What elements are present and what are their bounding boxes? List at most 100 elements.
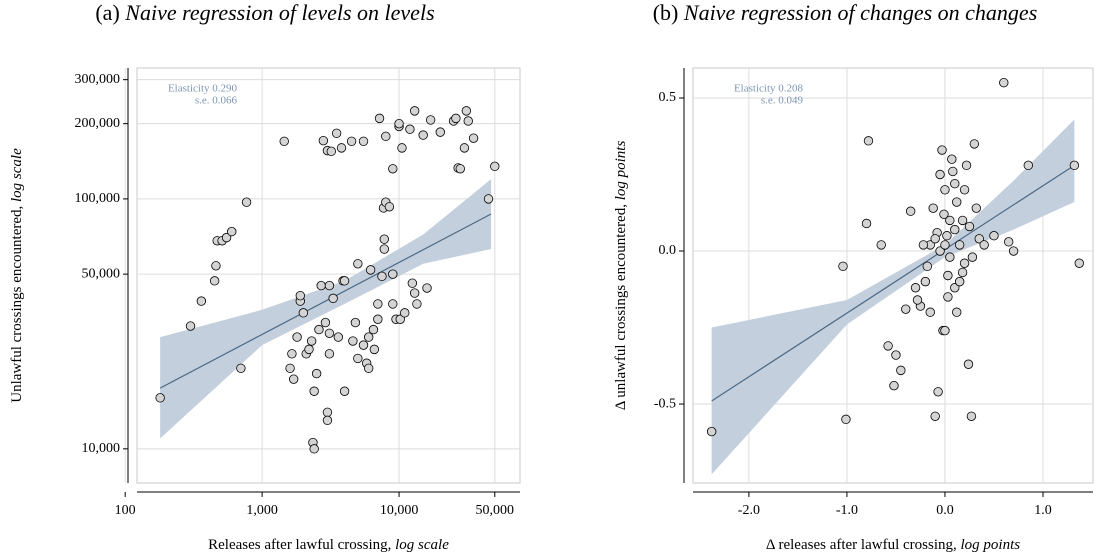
point — [381, 131, 391, 142]
point — [409, 106, 420, 116]
point — [287, 349, 297, 359]
point — [1074, 258, 1084, 268]
point — [227, 226, 237, 237]
x-axis-title-main: Releases after lawful crossing, — [208, 537, 391, 553]
point — [974, 234, 984, 244]
point — [339, 276, 350, 286]
point — [322, 415, 333, 426]
point — [353, 259, 363, 269]
x-axis-title: Δ releases after lawful crossing, log po… — [766, 537, 1020, 553]
point — [964, 221, 975, 232]
point — [461, 106, 472, 116]
point — [353, 353, 363, 364]
point — [409, 288, 420, 298]
point — [1008, 246, 1019, 256]
y-axis-title-unit: log scale — [9, 148, 25, 202]
point — [940, 325, 950, 336]
point — [292, 332, 302, 342]
point — [896, 365, 906, 376]
point — [314, 324, 324, 335]
annotation: s.e. 0.049 — [761, 95, 804, 107]
point — [891, 350, 901, 360]
point — [379, 234, 389, 244]
y-tick-label: 0.0 — [659, 243, 677, 258]
point — [241, 197, 252, 207]
point — [959, 185, 970, 195]
y-axis-title: Δ unlawful crossings encountered, log po… — [613, 141, 629, 411]
y-tick-label: -0.5 — [654, 396, 676, 411]
point — [961, 160, 972, 171]
point — [863, 136, 874, 146]
point — [942, 231, 952, 241]
point — [221, 232, 232, 243]
point — [318, 135, 329, 146]
point — [412, 299, 422, 309]
point — [373, 299, 383, 309]
point — [1069, 160, 1080, 171]
point — [912, 295, 923, 305]
point — [304, 344, 314, 355]
point — [889, 380, 899, 391]
point — [455, 164, 466, 174]
point — [358, 340, 369, 350]
point — [918, 240, 929, 250]
point — [935, 246, 945, 256]
point — [388, 164, 398, 174]
point — [957, 267, 968, 278]
point — [196, 296, 207, 306]
point — [336, 143, 347, 153]
point — [374, 113, 385, 124]
point — [940, 185, 950, 195]
point — [971, 203, 982, 213]
point — [394, 118, 404, 129]
point — [328, 293, 338, 304]
point — [365, 265, 376, 275]
y-axis-title-main: Unlawful crossings encountered, — [9, 206, 25, 403]
point — [1023, 160, 1033, 171]
point — [952, 307, 962, 317]
x-tick-label: 50,000 — [476, 503, 515, 518]
point — [155, 393, 165, 403]
y-tick-label: 10,000 — [82, 441, 121, 456]
point — [901, 304, 911, 314]
y-tick-label: 100,000 — [75, 191, 121, 206]
panel-title-unit: Naive regression of levels on levels — [124, 0, 434, 25]
point — [483, 194, 494, 204]
point — [311, 368, 322, 379]
panel-title-main: (a) — [95, 0, 119, 25]
point — [954, 240, 965, 250]
annotation: Elasticity 0.208 — [734, 83, 804, 95]
point — [388, 299, 398, 309]
point — [989, 231, 999, 241]
point — [324, 328, 335, 338]
point — [940, 240, 950, 250]
x-axis-title-unit: log points — [960, 537, 1020, 553]
point — [236, 363, 246, 374]
point — [333, 332, 344, 342]
point — [407, 278, 418, 288]
panel-title-unit: Naive regression of changes on changes — [683, 0, 1037, 25]
panel-title: (b) Naive regression of changes on chang… — [653, 0, 1038, 25]
x-tick-label: 1,000 — [246, 503, 278, 518]
point — [937, 145, 947, 155]
panel-title-main: (b) — [653, 0, 679, 25]
annotation: Elasticity 0.290 — [168, 83, 238, 95]
y-tick-label: 300,000 — [75, 72, 121, 87]
point — [379, 244, 389, 254]
point — [288, 374, 299, 384]
point — [947, 154, 957, 164]
point — [400, 308, 410, 318]
y-axis-title-main: Δ unlawful crossings encountered, — [613, 204, 629, 410]
point — [945, 252, 955, 262]
point — [841, 414, 851, 425]
point — [935, 169, 945, 180]
y-axis-title: Unlawful crossings encountered, log scal… — [9, 148, 25, 403]
point — [883, 341, 893, 351]
point — [339, 386, 350, 396]
point — [706, 426, 717, 437]
x-tick-label: 1.0 — [1034, 503, 1052, 518]
point — [948, 166, 958, 177]
point — [326, 146, 336, 157]
point — [346, 136, 357, 147]
